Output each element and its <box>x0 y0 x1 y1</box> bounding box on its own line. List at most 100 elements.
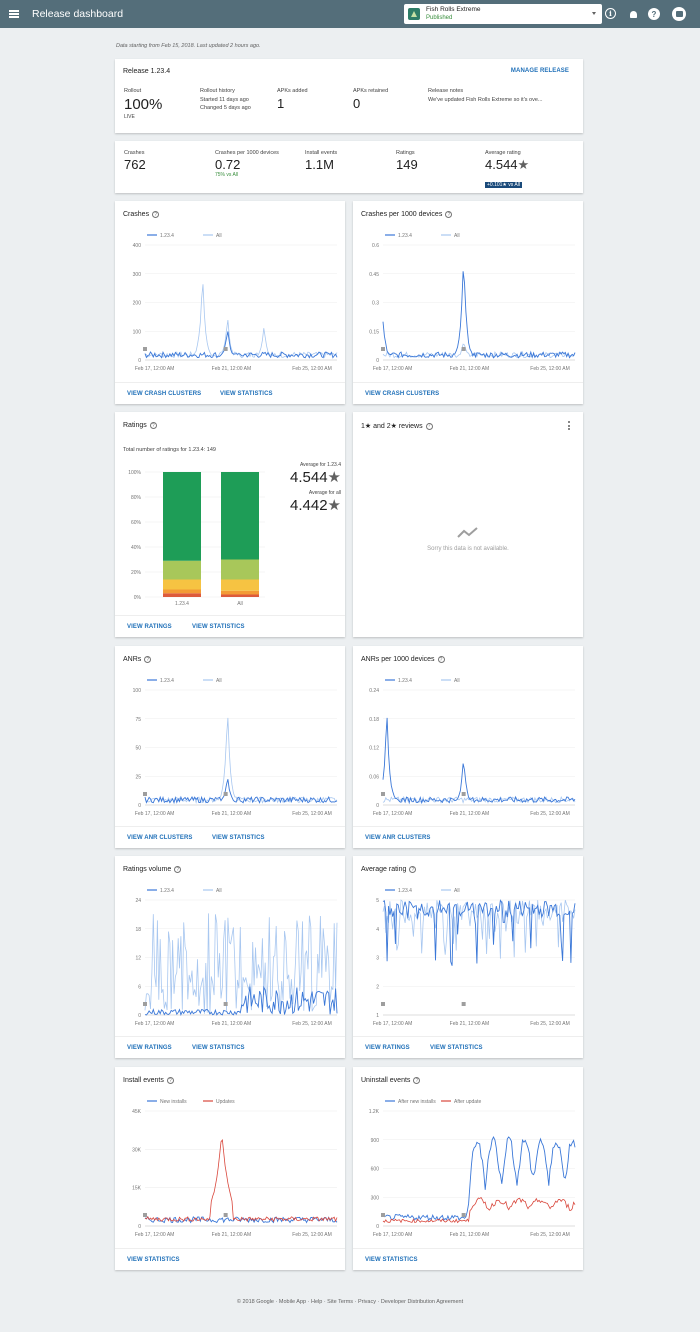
x-tick-label: Feb 25, 12:00 AM <box>530 366 569 372</box>
help-icon[interactable]: ? <box>445 211 453 218</box>
release-marker <box>223 347 228 351</box>
star-icon: ★ <box>517 157 530 172</box>
crashes-per-delta: 75% vs All <box>215 172 239 178</box>
more-options-icon[interactable] <box>568 421 571 430</box>
notifications-bell-icon[interactable] <box>627 8 639 20</box>
help-icon[interactable]: ? <box>174 866 182 873</box>
release-marker <box>143 1213 147 1217</box>
bar-segment-5-star <box>163 472 201 561</box>
ratings-volume-chart: 1.23.4 All 0 6 12 18 24 Feb 17, 12:00 AM Feb 21,… <box>135 888 338 1027</box>
y-tick-label: 200 <box>133 301 142 307</box>
y-tick-label: 0.6 <box>372 243 379 249</box>
view-crash-clusters-link[interactable]: VIEW CRASH CLUSTERS <box>127 391 202 397</box>
card-title: Install events <box>123 1077 164 1084</box>
card-title: Crashes <box>123 211 150 218</box>
y-tick-label: 6 <box>138 984 141 990</box>
series-line <box>382 1196 576 1224</box>
bar-segment-3-star <box>221 579 259 591</box>
legend-label: All <box>454 678 460 684</box>
bar-segment-1-star <box>221 594 259 597</box>
card-footer: VIEW ANR CLUSTERS VIEW STATISTICS <box>115 826 345 848</box>
avg-all-value: 4.442 <box>290 497 328 514</box>
release-marker <box>143 792 147 796</box>
card-title: ANRs per 1000 devices <box>361 656 435 663</box>
release-marker <box>381 1213 385 1217</box>
crashes-stat-label: Crashes <box>124 150 145 156</box>
legend-label: All <box>216 888 222 894</box>
release-marker <box>143 347 147 351</box>
x-tick-label: Feb 25, 12:00 AM <box>530 1021 569 1027</box>
view-statistics-link[interactable]: VIEW STATISTICS <box>212 835 265 841</box>
view-statistics-link[interactable]: VIEW STATISTICS <box>430 1045 483 1051</box>
card-footer: VIEW CRASH CLUSTERS VIEW STATISTICS <box>115 382 345 404</box>
x-tick-label: Feb 25, 12:00 AM <box>530 1232 569 1238</box>
view-ratings-link[interactable]: VIEW RATINGS <box>365 1045 410 1051</box>
avg-all-label: Average for all <box>308 490 341 496</box>
y-tick-label: 100% <box>128 470 141 476</box>
app-status: Published <box>426 15 453 21</box>
app-name: Fish Rolls Extreme <box>426 6 481 13</box>
help-icon[interactable]: ? <box>413 1077 421 1084</box>
uninstall-events-card: Uninstall events? After new installs Afte… <box>353 1067 583 1270</box>
view-anr-clusters-link[interactable]: VIEW ANR CLUSTERS <box>127 835 193 841</box>
legend-label: All <box>454 233 460 239</box>
x-tick-label: Feb 21, 12:00 AM <box>450 1021 489 1027</box>
view-ratings-link[interactable]: VIEW RATINGS <box>127 624 172 630</box>
avg-rating-stat-value: 4.544 <box>485 157 518 172</box>
help-icon[interactable]: ? <box>166 1077 174 1084</box>
view-statistics-link[interactable]: VIEW STATISTICS <box>192 1045 245 1051</box>
bar-segment-4-star <box>163 560 201 580</box>
crashes-stat-value: 762 <box>124 157 146 172</box>
y-tick-label: 100 <box>133 329 142 335</box>
uninstall-events-chart: After new installs After update 0 300 600 900… <box>369 1099 576 1238</box>
help-icon[interactable]: ? <box>648 8 660 20</box>
y-tick-label: 2 <box>376 984 379 990</box>
manage-release-link[interactable]: MANAGE RELEASE <box>510 68 569 74</box>
help-icon[interactable]: ? <box>437 656 445 663</box>
avatar[interactable] <box>672 7 686 21</box>
x-tick-label: 1.23.4 <box>175 601 189 607</box>
card-title: Uninstall events <box>361 1077 411 1084</box>
release-notes-label: Release notes <box>428 88 464 94</box>
help-icon[interactable]: ? <box>409 866 417 873</box>
help-icon[interactable]: ? <box>152 211 160 218</box>
y-tick-label: 1.2K <box>369 1109 380 1115</box>
avg-release-value: 4.544 <box>290 469 328 486</box>
release-marker <box>223 1213 228 1217</box>
legend-label: 1.23.4 <box>160 888 174 894</box>
history-started: Started 11 days ago <box>200 97 249 103</box>
legend-label: 1.23.4 <box>160 233 174 239</box>
release-title: Release 1.23.4 <box>123 68 171 75</box>
card-footer: VIEW RATINGS VIEW STATISTICS <box>115 1036 345 1058</box>
trend-icon <box>457 527 478 538</box>
install-events-card: Install events? New installs Updates 0 15K 3… <box>115 1067 345 1270</box>
x-tick-label: Feb 25, 12:00 AM <box>530 811 569 817</box>
page-title: Release dashboard <box>32 8 124 20</box>
crashes-card: Crashes? 1.23.4 All 0 100 200 300 400 Feb 17, 1… <box>115 201 345 404</box>
x-tick-label: Feb 17, 12:00 AM <box>373 811 412 817</box>
x-tick-label: Feb 25, 12:00 AM <box>292 1232 331 1238</box>
y-tick-label: 0% <box>134 595 142 601</box>
card-footer: VIEW RATINGS VIEW STATISTICS <box>115 615 345 637</box>
help-icon[interactable]: ? <box>144 656 152 663</box>
view-statistics-link[interactable]: VIEW STATISTICS <box>220 391 273 397</box>
help-icon[interactable]: ? <box>425 422 433 430</box>
view-crash-clusters-link[interactable]: VIEW CRASH CLUSTERS <box>365 391 440 397</box>
y-tick-label: 50 <box>135 746 141 752</box>
card-title: Average rating <box>361 866 407 873</box>
hamburger-menu-icon[interactable] <box>0 0 28 28</box>
view-anr-clusters-link[interactable]: VIEW ANR CLUSTERS <box>365 835 431 841</box>
release-marker <box>381 1002 385 1006</box>
view-ratings-link[interactable]: VIEW RATINGS <box>127 1045 172 1051</box>
info-icon[interactable]: i <box>605 8 616 19</box>
view-statistics-link[interactable]: VIEW STATISTICS <box>127 1257 180 1263</box>
release-marker <box>461 1213 466 1217</box>
card-title: Ratings <box>123 422 147 429</box>
avg-release-label: Average for 1.23.4 <box>299 462 341 468</box>
release-card: Release 1.23.4 MANAGE RELEASE Rollout 10… <box>115 59 583 133</box>
view-statistics-link[interactable]: VIEW STATISTICS <box>365 1257 418 1263</box>
help-icon[interactable]: ? <box>149 422 157 429</box>
view-statistics-link[interactable]: VIEW STATISTICS <box>192 624 245 630</box>
y-tick-label: 0.3 <box>372 301 379 307</box>
app-selector[interactable]: Fish Rolls Extreme Published <box>404 4 602 24</box>
